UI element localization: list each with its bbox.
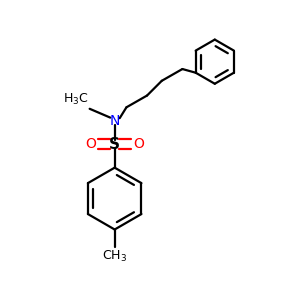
Text: O: O bbox=[134, 137, 145, 151]
Text: S: S bbox=[109, 136, 120, 152]
Text: H$_3$C: H$_3$C bbox=[63, 92, 88, 107]
Text: O: O bbox=[85, 137, 96, 151]
Text: N: N bbox=[110, 114, 120, 128]
Text: CH$_3$: CH$_3$ bbox=[102, 249, 127, 264]
